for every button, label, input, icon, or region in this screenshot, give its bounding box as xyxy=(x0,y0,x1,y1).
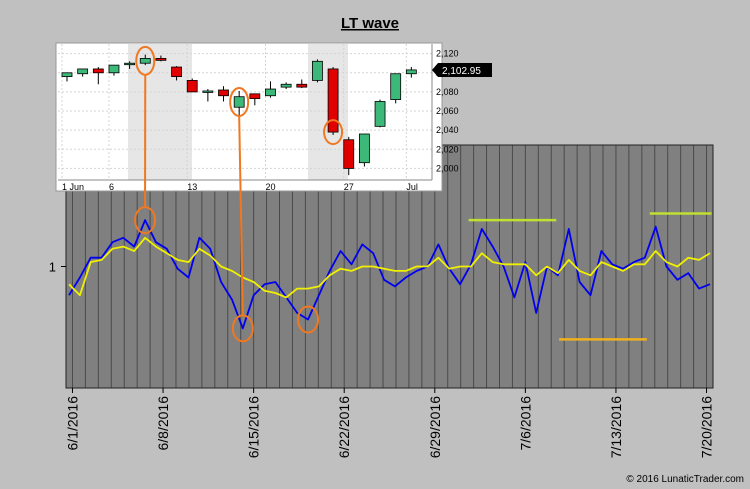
candle-body xyxy=(92,68,104,74)
candle-body xyxy=(61,72,73,78)
wave-series xyxy=(68,219,711,330)
x-tick-label: 7/6/2016 xyxy=(517,396,533,451)
inset-x-axis: 1 Jun 6 13 20 27 Jul xyxy=(62,182,418,192)
candle-body xyxy=(358,133,370,164)
inset-x-tick-label: 1 Jun xyxy=(62,182,84,192)
inset-x-tick-label: 20 xyxy=(265,182,275,192)
candle-body xyxy=(296,83,308,88)
inset-x-tick-label: 6 xyxy=(109,182,114,192)
candle-body xyxy=(405,69,417,75)
wave-highlight-ellipse xyxy=(297,305,320,334)
candle-body xyxy=(312,60,323,81)
candle-body xyxy=(233,96,245,108)
candle-body xyxy=(390,73,402,100)
series-line-yellow xyxy=(68,236,711,299)
x-tick-label: 6/8/2016 xyxy=(155,396,171,451)
candle-body xyxy=(124,62,136,66)
inset-y-tick-label: 2,120 xyxy=(436,49,459,59)
inset-shade-1 xyxy=(128,44,192,180)
series-line-blue xyxy=(68,219,711,330)
candle-body xyxy=(186,80,198,93)
inset-y-tick-label: 2,060 xyxy=(436,106,459,116)
highlight-connectors xyxy=(134,45,344,343)
candle-body xyxy=(139,58,151,64)
x-axis: 6/1/2016 6/8/2016 6/15/2016 6/22/2016 6/29/2… xyxy=(64,388,715,458)
y-axis: 1 xyxy=(49,260,66,275)
last-price-marker xyxy=(432,62,492,77)
candle-body xyxy=(202,90,214,93)
level-lines xyxy=(468,212,712,341)
x-tick-label: 6/15/2016 xyxy=(246,396,262,458)
y-tick-label: 1 xyxy=(49,260,56,275)
inset-y-tick-label: 2,040 xyxy=(436,125,459,135)
last-price-label: 2,102.95 xyxy=(442,66,481,77)
candle-body xyxy=(171,66,182,78)
x-tick-label: 6/1/2016 xyxy=(64,396,80,451)
last-price-tag: 2,102.95 xyxy=(432,62,492,77)
candle-body xyxy=(265,88,276,97)
x-tick-label: 6/22/2016 xyxy=(336,396,352,458)
highlight-connector-line xyxy=(238,115,244,316)
inset-x-tick-label: 27 xyxy=(344,182,354,192)
inset-y-tick-label: 2,020 xyxy=(436,144,459,154)
candle-body xyxy=(249,93,261,100)
inset-x-tick-label: 13 xyxy=(187,182,197,192)
candle-body xyxy=(327,68,339,133)
candle-body xyxy=(343,139,355,169)
candle-body xyxy=(374,101,386,127)
copyright-notice: © 2016 LunaticTrader.com xyxy=(626,474,744,485)
candle-body xyxy=(218,89,229,97)
chart-title: LT wave xyxy=(341,15,399,32)
inset-y-tick-label: 2,000 xyxy=(436,163,459,173)
candle-body xyxy=(77,68,89,75)
x-tick-label: 7/13/2016 xyxy=(608,396,624,458)
x-tick-label: 6/29/2016 xyxy=(427,396,443,458)
inset-x-tick-label: Jul xyxy=(406,182,418,192)
candle-body xyxy=(108,64,120,74)
inset-candles xyxy=(61,54,417,176)
inset-y-tick-label: 2,080 xyxy=(436,87,459,97)
candle-highlight-ellipse xyxy=(323,119,344,146)
candle-body xyxy=(155,58,167,61)
candle-body xyxy=(280,83,292,88)
x-tick-label: 7/20/2016 xyxy=(699,396,715,458)
